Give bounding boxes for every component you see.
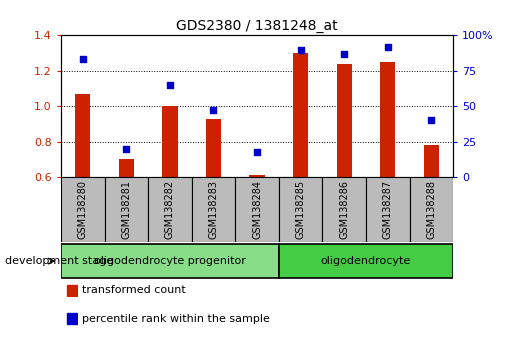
Bar	[104, 177, 148, 242]
Bar	[423, 145, 439, 177]
Text: GSM138283: GSM138283	[208, 180, 218, 239]
Bar	[250, 175, 264, 177]
Text: GSM138288: GSM138288	[426, 180, 436, 239]
Point	[166, 82, 174, 88]
Bar	[293, 53, 308, 177]
Point	[253, 149, 261, 154]
Text: GSM138282: GSM138282	[165, 180, 175, 239]
Bar	[148, 177, 192, 242]
Bar	[410, 177, 453, 242]
Point	[78, 57, 87, 62]
Bar	[366, 177, 410, 242]
Bar	[61, 244, 279, 278]
Bar	[192, 177, 235, 242]
Bar	[322, 177, 366, 242]
Text: GSM138287: GSM138287	[383, 180, 393, 239]
Text: oligodendrocyte progenitor: oligodendrocyte progenitor	[94, 256, 246, 266]
Text: GSM138285: GSM138285	[296, 180, 306, 239]
Bar	[119, 159, 134, 177]
Text: transformed count: transformed count	[82, 285, 186, 295]
Point	[296, 47, 305, 52]
Text: percentile rank within the sample: percentile rank within the sample	[82, 314, 270, 324]
Text: GSM138280: GSM138280	[78, 180, 88, 239]
Point	[122, 146, 130, 152]
Bar	[61, 177, 104, 242]
Point	[340, 51, 348, 57]
Bar	[75, 94, 90, 177]
Point	[209, 108, 218, 113]
Bar	[337, 64, 352, 177]
Bar	[67, 285, 77, 296]
Point	[427, 118, 436, 123]
Text: oligodendrocyte: oligodendrocyte	[321, 256, 411, 266]
Bar	[279, 177, 322, 242]
Bar	[67, 313, 77, 324]
Bar	[279, 244, 453, 278]
Bar	[380, 62, 395, 177]
Text: GSM138284: GSM138284	[252, 180, 262, 239]
Text: GSM138281: GSM138281	[121, 180, 131, 239]
Bar	[206, 119, 221, 177]
Bar	[162, 106, 178, 177]
Text: development stage: development stage	[5, 256, 113, 266]
Bar	[235, 177, 279, 242]
Text: GSM138286: GSM138286	[339, 180, 349, 239]
Title: GDS2380 / 1381248_at: GDS2380 / 1381248_at	[176, 19, 338, 33]
Point	[384, 44, 392, 50]
